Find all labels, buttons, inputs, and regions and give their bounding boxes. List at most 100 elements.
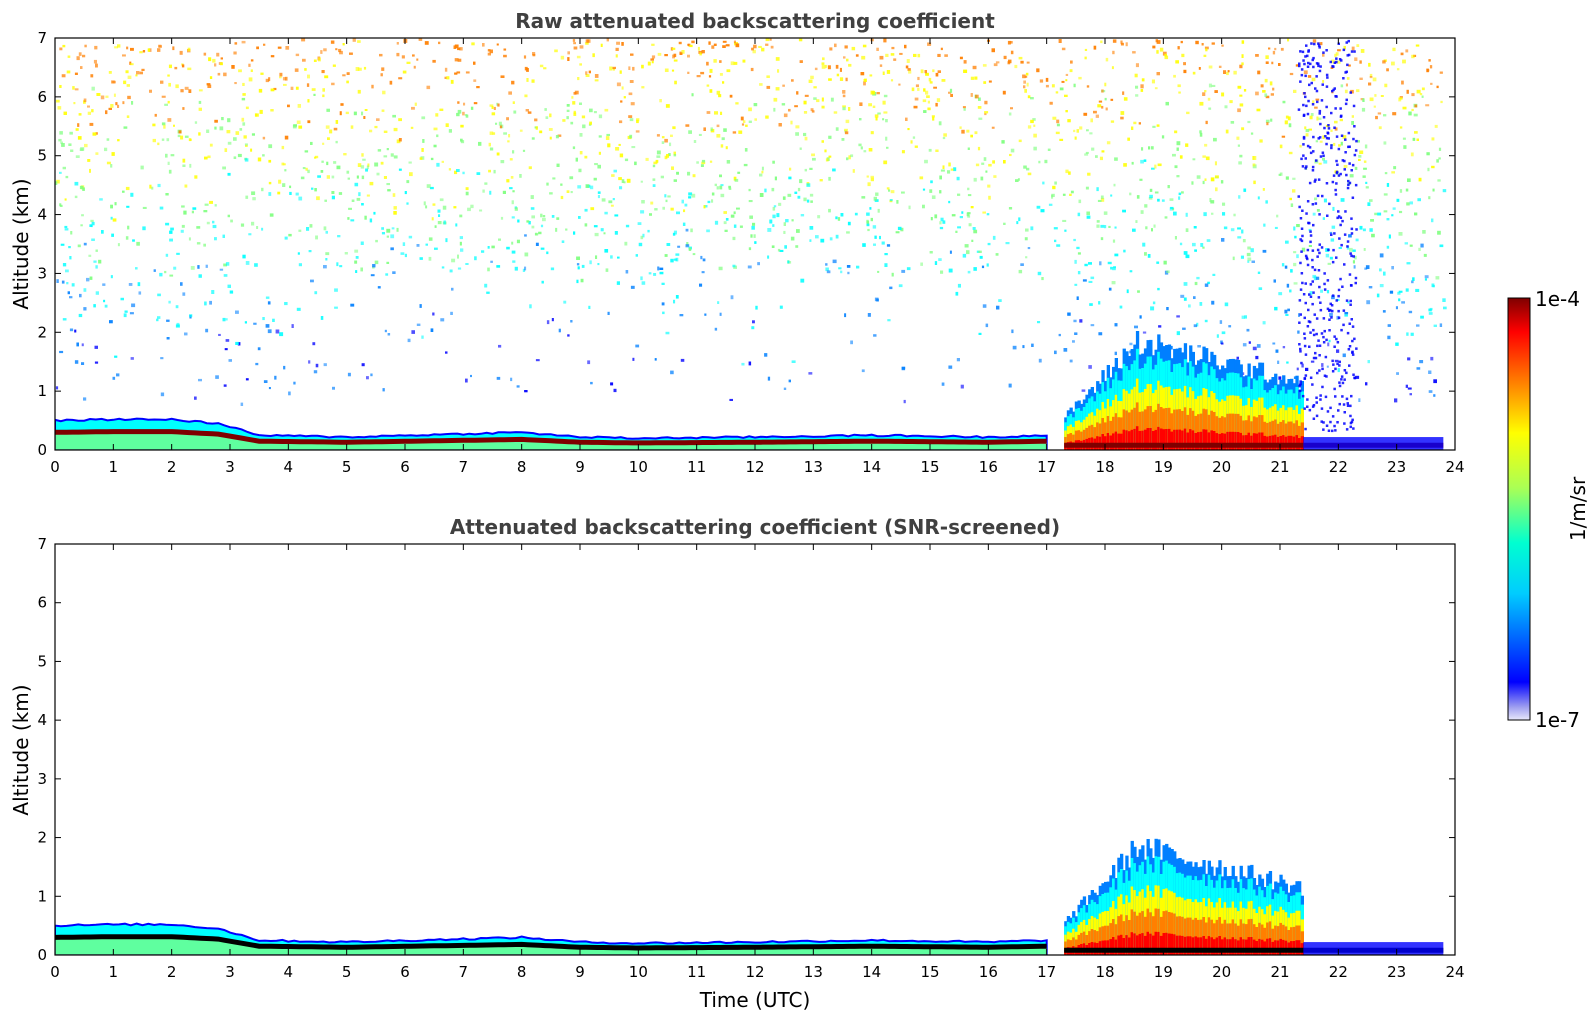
noise-dot bbox=[1016, 221, 1019, 225]
noise-dot bbox=[877, 208, 880, 213]
noise-dot bbox=[1140, 210, 1144, 214]
noise-dot bbox=[1112, 239, 1116, 243]
noise-dot bbox=[1114, 253, 1119, 257]
noise-dot bbox=[955, 230, 958, 233]
cloud-column bbox=[1183, 936, 1188, 955]
noise-dot bbox=[1354, 57, 1358, 61]
noise-dot bbox=[339, 265, 343, 268]
noise-dot bbox=[1097, 199, 1102, 202]
noise-dot bbox=[703, 205, 708, 208]
noise-dot bbox=[434, 225, 437, 228]
noise-dot bbox=[1386, 68, 1389, 72]
noise-dot bbox=[1326, 365, 1329, 368]
noise-dot bbox=[1119, 305, 1123, 309]
noise-dot bbox=[339, 111, 342, 116]
noise-column-dot bbox=[1312, 356, 1316, 360]
noise-dot bbox=[1394, 398, 1398, 403]
cloud-column bbox=[1292, 926, 1296, 955]
noise-dot bbox=[579, 133, 583, 137]
noise-dot bbox=[168, 64, 172, 69]
cloud-column bbox=[1167, 428, 1172, 450]
noise-dot bbox=[157, 142, 160, 146]
noise-dot bbox=[814, 67, 818, 71]
noise-dot bbox=[94, 345, 98, 349]
cloud-column bbox=[1271, 928, 1275, 955]
noise-dot bbox=[1152, 45, 1156, 49]
noise-dot bbox=[499, 125, 503, 129]
noise-dot bbox=[318, 57, 321, 62]
cloud-column bbox=[1173, 934, 1177, 955]
noise-dot bbox=[400, 252, 405, 255]
noise-dot bbox=[682, 222, 686, 226]
noise-dot bbox=[607, 143, 611, 148]
noise-dot bbox=[293, 381, 296, 385]
noise-dot bbox=[188, 138, 192, 142]
noise-dot bbox=[324, 199, 327, 202]
noise-dot bbox=[775, 87, 780, 91]
noise-column-dot bbox=[1348, 181, 1352, 185]
noise-dot bbox=[774, 176, 777, 181]
noise-dot bbox=[1308, 245, 1312, 247]
cloud-column bbox=[1141, 430, 1145, 450]
cloud-column bbox=[1122, 429, 1126, 450]
noise-dot bbox=[890, 53, 895, 56]
noise-column-dot bbox=[1335, 299, 1338, 302]
noise-column-dot bbox=[1345, 173, 1348, 177]
noise-dot bbox=[773, 205, 777, 208]
noise-dot bbox=[992, 235, 996, 240]
noise-dot bbox=[1328, 339, 1331, 343]
noise-column-dot bbox=[1322, 51, 1325, 54]
noise-dot bbox=[1020, 60, 1024, 64]
noise-dot bbox=[556, 163, 560, 167]
noise-column-dot bbox=[1350, 169, 1353, 172]
noise-dot bbox=[664, 194, 667, 198]
noise-column-dot bbox=[1331, 294, 1335, 297]
noise-dot bbox=[901, 269, 906, 273]
noise-dot bbox=[1074, 259, 1077, 264]
noise-dot bbox=[89, 168, 91, 173]
noise-dot bbox=[538, 231, 542, 235]
noise-dot bbox=[1096, 187, 1099, 192]
noise-dot bbox=[985, 170, 988, 173]
noise-dot bbox=[673, 59, 678, 62]
noise-dot bbox=[698, 133, 702, 136]
noise-dot bbox=[687, 54, 690, 58]
noise-column-dot bbox=[1305, 212, 1308, 215]
noise-dot bbox=[566, 116, 569, 120]
noise-dot bbox=[279, 76, 282, 79]
noise-dot bbox=[180, 135, 184, 140]
noise-dot bbox=[543, 67, 547, 70]
noise-dot bbox=[1316, 116, 1319, 121]
noise-dot bbox=[182, 292, 186, 296]
noise-column-dot bbox=[1343, 422, 1346, 425]
noise-dot bbox=[796, 229, 800, 233]
noise-dot bbox=[470, 106, 474, 110]
noise-dot bbox=[585, 71, 588, 75]
noise-dot bbox=[135, 74, 138, 77]
noise-dot bbox=[491, 245, 495, 249]
noise-dot bbox=[1078, 76, 1082, 80]
noise-dot bbox=[794, 105, 798, 108]
noise-column-dot bbox=[1343, 263, 1346, 266]
noise-dot bbox=[514, 266, 518, 271]
noise-dot bbox=[198, 100, 202, 104]
noise-dot bbox=[777, 248, 781, 252]
noise-dot bbox=[566, 190, 570, 193]
noise-dot bbox=[307, 74, 310, 79]
noise-dot bbox=[1344, 312, 1349, 315]
noise-dot bbox=[227, 172, 231, 176]
cloud-column bbox=[1165, 932, 1169, 955]
noise-dot bbox=[361, 175, 365, 180]
noise-dot bbox=[1140, 159, 1144, 164]
noise-dot bbox=[1421, 95, 1424, 98]
noise-dot bbox=[992, 160, 995, 164]
x-tick-label: 3 bbox=[225, 458, 235, 476]
noise-dot bbox=[426, 85, 431, 90]
noise-dot bbox=[462, 111, 465, 116]
noise-dot bbox=[1054, 350, 1057, 355]
noise-dot bbox=[414, 102, 417, 106]
noise-dot bbox=[267, 301, 271, 305]
noise-dot bbox=[1219, 320, 1223, 324]
noise-dot bbox=[1237, 85, 1242, 89]
noise-column-dot bbox=[1326, 279, 1330, 282]
